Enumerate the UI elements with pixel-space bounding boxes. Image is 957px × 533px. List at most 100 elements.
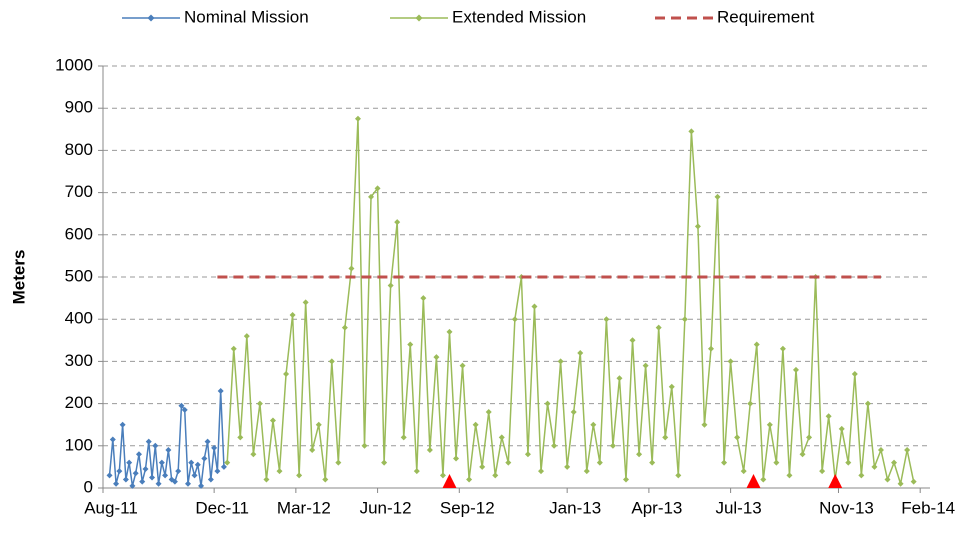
data-point bbox=[747, 400, 754, 407]
data-point bbox=[603, 316, 610, 323]
data-point bbox=[135, 451, 142, 458]
data-point bbox=[799, 451, 806, 458]
data-point bbox=[707, 345, 714, 352]
data-point bbox=[675, 472, 682, 479]
data-point bbox=[570, 409, 577, 416]
legend-label: Requirement bbox=[717, 7, 815, 26]
data-point bbox=[662, 434, 669, 441]
y-tick-label: 700 bbox=[65, 182, 93, 201]
data-point bbox=[714, 193, 721, 200]
data-point bbox=[283, 371, 290, 378]
data-point bbox=[207, 476, 214, 483]
data-point bbox=[616, 375, 623, 382]
legend-marker bbox=[147, 14, 155, 22]
data-point bbox=[505, 459, 512, 466]
data-point bbox=[472, 421, 479, 428]
data-point bbox=[315, 421, 322, 428]
x-tick-label: Nov-13 bbox=[819, 498, 874, 517]
data-point bbox=[538, 468, 545, 475]
data-point bbox=[596, 459, 603, 466]
series-line bbox=[226, 118, 915, 485]
data-point bbox=[740, 468, 747, 475]
data-point bbox=[368, 193, 375, 200]
data-point bbox=[204, 438, 211, 445]
data-point bbox=[871, 463, 878, 470]
x-tick-label: Feb-14 bbox=[901, 498, 955, 517]
data-point bbox=[230, 345, 237, 352]
data-point bbox=[642, 362, 649, 369]
data-point bbox=[224, 459, 231, 466]
data-point bbox=[328, 358, 335, 365]
data-point bbox=[341, 324, 348, 331]
data-point bbox=[181, 406, 188, 413]
data-point bbox=[184, 480, 191, 487]
data-point bbox=[381, 459, 388, 466]
legend-label: Nominal Mission bbox=[184, 7, 309, 26]
event-marker bbox=[746, 474, 761, 488]
data-point bbox=[322, 476, 329, 483]
data-point bbox=[400, 434, 407, 441]
data-point bbox=[583, 468, 590, 475]
data-point bbox=[198, 482, 205, 489]
data-point bbox=[838, 425, 845, 432]
y-tick-label: 0 bbox=[84, 477, 93, 496]
data-point bbox=[269, 417, 276, 424]
data-point bbox=[897, 480, 904, 487]
data-point bbox=[289, 311, 296, 318]
event-marker bbox=[442, 474, 457, 488]
data-point bbox=[263, 476, 270, 483]
data-point bbox=[825, 413, 832, 420]
data-point bbox=[701, 421, 708, 428]
data-point bbox=[237, 434, 244, 441]
y-tick-label: 800 bbox=[65, 140, 93, 159]
data-point bbox=[479, 463, 486, 470]
y-tick-label: 900 bbox=[65, 98, 93, 117]
data-point bbox=[492, 472, 499, 479]
data-point bbox=[276, 468, 283, 475]
data-point bbox=[194, 461, 201, 468]
x-tick-label: Sep-12 bbox=[440, 498, 495, 517]
y-tick-label: 1000 bbox=[55, 55, 93, 74]
data-point bbox=[361, 442, 368, 449]
data-point bbox=[439, 472, 446, 479]
data-point bbox=[694, 223, 701, 230]
data-point bbox=[348, 265, 355, 272]
data-point bbox=[201, 455, 208, 462]
x-tick-label: Apr-13 bbox=[631, 498, 682, 517]
data-point bbox=[426, 447, 433, 454]
data-point bbox=[773, 459, 780, 466]
data-point bbox=[760, 476, 767, 483]
data-point bbox=[374, 185, 381, 192]
x-tick-label: Aug-11 bbox=[84, 498, 138, 517]
data-point bbox=[243, 333, 250, 340]
data-point bbox=[296, 472, 303, 479]
data-point bbox=[165, 447, 172, 454]
data-point bbox=[142, 466, 149, 473]
data-point bbox=[139, 478, 146, 485]
data-point bbox=[877, 447, 884, 454]
data-point bbox=[211, 444, 218, 451]
data-point bbox=[819, 468, 826, 475]
data-point bbox=[786, 472, 793, 479]
data-point bbox=[420, 295, 427, 302]
data-point bbox=[309, 447, 316, 454]
data-point bbox=[394, 219, 401, 226]
data-point bbox=[178, 402, 185, 409]
data-point bbox=[485, 409, 492, 416]
data-point bbox=[335, 459, 342, 466]
data-point bbox=[851, 371, 858, 378]
data-point bbox=[459, 362, 466, 369]
legend-label: Extended Mission bbox=[452, 7, 586, 26]
data-point bbox=[734, 434, 741, 441]
data-point bbox=[629, 337, 636, 344]
y-tick-label: 100 bbox=[65, 435, 93, 454]
data-point bbox=[721, 459, 728, 466]
data-point bbox=[354, 115, 361, 122]
data-point bbox=[446, 328, 453, 335]
data-point bbox=[498, 434, 505, 441]
data-point bbox=[116, 468, 123, 475]
data-point bbox=[122, 476, 129, 483]
data-point bbox=[217, 387, 224, 394]
data-point bbox=[779, 345, 786, 352]
x-tick-label: Mar-12 bbox=[277, 498, 331, 517]
